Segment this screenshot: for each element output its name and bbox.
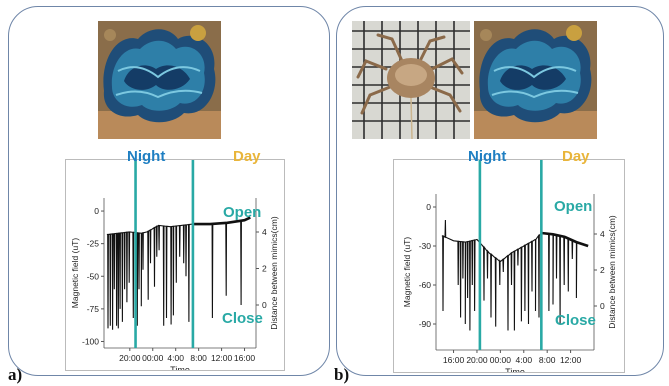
y2-axis-title: Distance between mimics(cm) <box>269 216 279 330</box>
y-tick-label: 0 <box>426 202 431 212</box>
x-tick-label: 20:00 <box>466 355 488 365</box>
magnetic-field-line <box>441 219 589 331</box>
x-tick-label: 8:00 <box>190 353 207 363</box>
night-label: Night <box>468 148 507 165</box>
x-tick-label: 12:00 <box>211 353 233 363</box>
x-tick-label: 00:00 <box>490 355 512 365</box>
magnetic-field-line <box>106 217 251 330</box>
close-label: Close <box>222 310 263 327</box>
open-plateau <box>192 216 251 226</box>
y-tick-label: -75 <box>87 304 100 314</box>
x-tick-label: 4:00 <box>167 353 184 363</box>
open-plateau <box>541 231 589 248</box>
panel-a: 0 -25 -50 -75 -100 20:00 00:00 4:00 8:00 12:00 16:… <box>8 6 330 376</box>
y-tick-label: 0 <box>94 206 99 216</box>
y-tick-label: -60 <box>419 280 432 290</box>
y2-tick-label: 0 <box>262 300 267 310</box>
x-axis-title: Time <box>170 365 190 370</box>
giant-clam-photo <box>98 21 221 139</box>
panel-b-letter: b) <box>334 365 350 384</box>
panel-b: 0 -30 -60 -90 16:00 20:00 00:00 4:00 8:00 12:00 4 2… <box>336 6 664 377</box>
y2-tick-label: 0 <box>600 301 605 311</box>
giant-clam-photo <box>474 21 597 139</box>
x-tick-label: 4:00 <box>516 355 533 365</box>
chart-b: 0 -30 -60 -90 16:00 20:00 00:00 4:00 8:00 12:00 4 2… <box>393 159 625 377</box>
x-tick-label: 12:00 <box>560 355 582 365</box>
x-axis-title: Time <box>505 367 525 372</box>
y-tick-label: -90 <box>419 319 432 329</box>
x-tick-label: 8:00 <box>539 355 556 365</box>
day-label: Day <box>562 148 590 165</box>
y-axis-title: Magnetic field (uT) <box>70 238 80 309</box>
close-label: Close <box>555 312 596 329</box>
open-label: Open <box>554 198 593 215</box>
day-label: Day <box>233 148 261 165</box>
y2-axis-title: Distance between mimics(cm) <box>607 215 617 329</box>
x-tick-label: 16:00 <box>443 355 465 365</box>
y-tick-label: -30 <box>419 241 432 251</box>
chart-a: 0 -25 -50 -75 -100 20:00 00:00 4:00 8:00 12:00 16:… <box>65 159 285 375</box>
crab-photo <box>352 21 470 139</box>
y-tick-label: -50 <box>87 271 100 281</box>
panel-a-letter: a) <box>8 365 23 384</box>
y-tick-label: -25 <box>87 239 100 249</box>
x-tick-label: 00:00 <box>142 353 164 363</box>
y2-tick-label: 4 <box>600 229 605 239</box>
y2-tick-label: 4 <box>262 227 267 237</box>
y2-tick-label: 2 <box>600 265 605 275</box>
y-tick-label: -100 <box>82 336 99 346</box>
night-label: Night <box>127 148 166 165</box>
x-tick-label: 16:00 <box>234 353 256 363</box>
open-label: Open <box>223 204 262 221</box>
y2-tick-label: 2 <box>262 264 267 274</box>
x-tick-label: 20:00 <box>119 353 141 363</box>
y-axis-title: Magnetic field (uT) <box>402 237 412 308</box>
